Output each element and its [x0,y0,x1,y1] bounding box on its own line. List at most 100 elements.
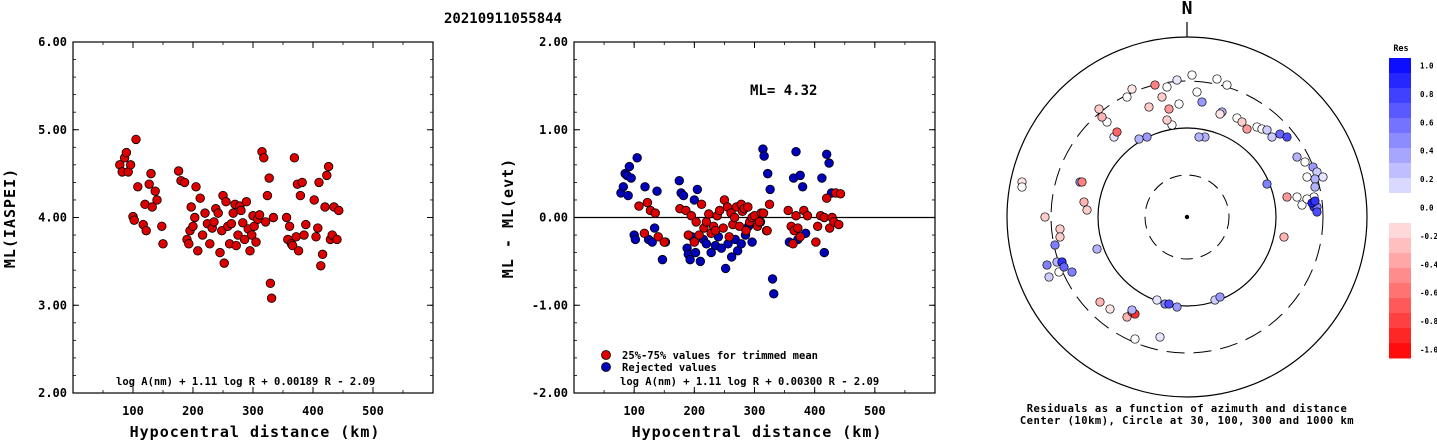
y-tick-label: 5.00 [38,123,67,137]
data-point-rejected [640,182,650,192]
data-points-accepted [634,188,846,249]
data-point [186,202,196,212]
data-point-accepted [683,230,694,240]
data-point-rejected [769,289,779,299]
data-point [301,219,311,230]
colorbar-swatch [1389,328,1411,344]
data-point [150,186,160,196]
colorbar-label: -0.6 [1420,289,1437,298]
colorbar-label: 1.0 [1420,62,1434,71]
colorbar-swatch [1389,133,1411,149]
data-point-accepted [704,209,714,219]
data-point [238,218,248,228]
residual-point [1282,132,1292,142]
data-point-rejected [791,146,801,157]
residual-point [1059,262,1069,272]
residual-point [1095,297,1105,307]
residual-point [1242,124,1252,134]
data-point [173,166,184,176]
data-point [231,240,241,251]
center-dot [1184,214,1190,220]
chart-ml-vs-distance: 2.00 3.00 4.00 5.00 6.00 100 200 300 400 500 log… [1,35,434,441]
data-point [233,230,243,240]
y-tick-label: 4.00 [38,211,67,225]
residual-point [1292,152,1302,162]
data-point-accepted [834,219,844,230]
data-point [195,193,205,203]
legend-label-rejected: Rejected values [622,362,717,374]
residual-point [1282,192,1292,202]
x-tick-label: 100 [122,404,144,418]
x-tick-label: 300 [242,404,264,418]
data-point-accepted [639,228,650,238]
data-point-accepted [835,189,846,199]
data-point-rejected [624,161,635,172]
residual-point [1152,295,1162,305]
y-tick-label: 2.00 [38,386,67,400]
caption-line-2: Center (10km), Circle at 30, 100, 300 an… [1020,415,1354,427]
data-point-accepted [811,237,821,247]
data-point [191,182,201,192]
data-point-rejected [819,247,829,258]
data-point [251,237,261,247]
data-point-rejected [657,254,668,265]
north-label: N [1182,0,1193,19]
residual-point [1300,157,1310,167]
figure-title: 20210911055844 [444,11,562,27]
colorbar-swatch [1389,268,1411,284]
data-point-rejected [720,263,731,274]
data-point [287,240,298,251]
data-point-accepted [718,223,728,233]
colorbar-title: Res [1393,44,1408,54]
data-point [213,208,223,218]
data-point [322,170,332,181]
residual-point [1082,205,1092,215]
residual-point [1112,127,1122,137]
data-point [205,239,215,249]
colorbar-label: 0.4 [1420,147,1434,156]
data-point-accepted [741,225,751,236]
data-point-rejected [652,186,662,196]
data-point [141,225,151,236]
y-tick-label: -2.00 [532,386,568,400]
data-point [219,258,229,268]
data-point-accepted [686,211,697,221]
colorbar-swatch [1389,118,1411,134]
data-point-accepted [762,225,772,236]
data-point [291,232,301,242]
y-axis-label: ML - ML(evt) [499,158,517,278]
residual-point [1079,197,1089,207]
data-point-rejected [678,190,689,201]
data-point-rejected [674,175,684,186]
data-point-rejected [759,151,769,161]
data-point [254,210,265,220]
data-point-accepted [822,193,832,203]
caption-line-1: Residuals as a function of azimuth and d… [1027,403,1348,415]
legend-marker-accepted [601,350,611,360]
data-point-rejected [649,223,660,233]
data-point [193,246,203,256]
data-point [334,205,344,216]
residual-point [1222,80,1232,90]
data-point [190,212,200,223]
legend-label-accepted: 25%-75% values for trimmed mean [622,350,818,362]
colorbar-swatch [1389,253,1411,269]
data-point-accepted [819,212,829,223]
data-point-accepted [650,208,660,218]
data-point-accepted [795,232,805,242]
residual-point [1197,97,1207,107]
data-point-rejected [726,252,737,262]
data-point-accepted [758,208,769,218]
data-point-rejected [685,254,695,265]
residual-point [1215,292,1225,302]
residual-point [1174,99,1184,109]
data-point [209,217,219,227]
data-point-accepted [724,232,734,242]
data-point-accepted [791,211,801,221]
data-point [200,208,210,218]
colorbar-swatch [1389,88,1411,104]
legend: 25%-75% values for trimmed mean Rejected… [601,350,818,374]
data-point-accepted [694,230,704,240]
residual-point [1297,200,1307,210]
